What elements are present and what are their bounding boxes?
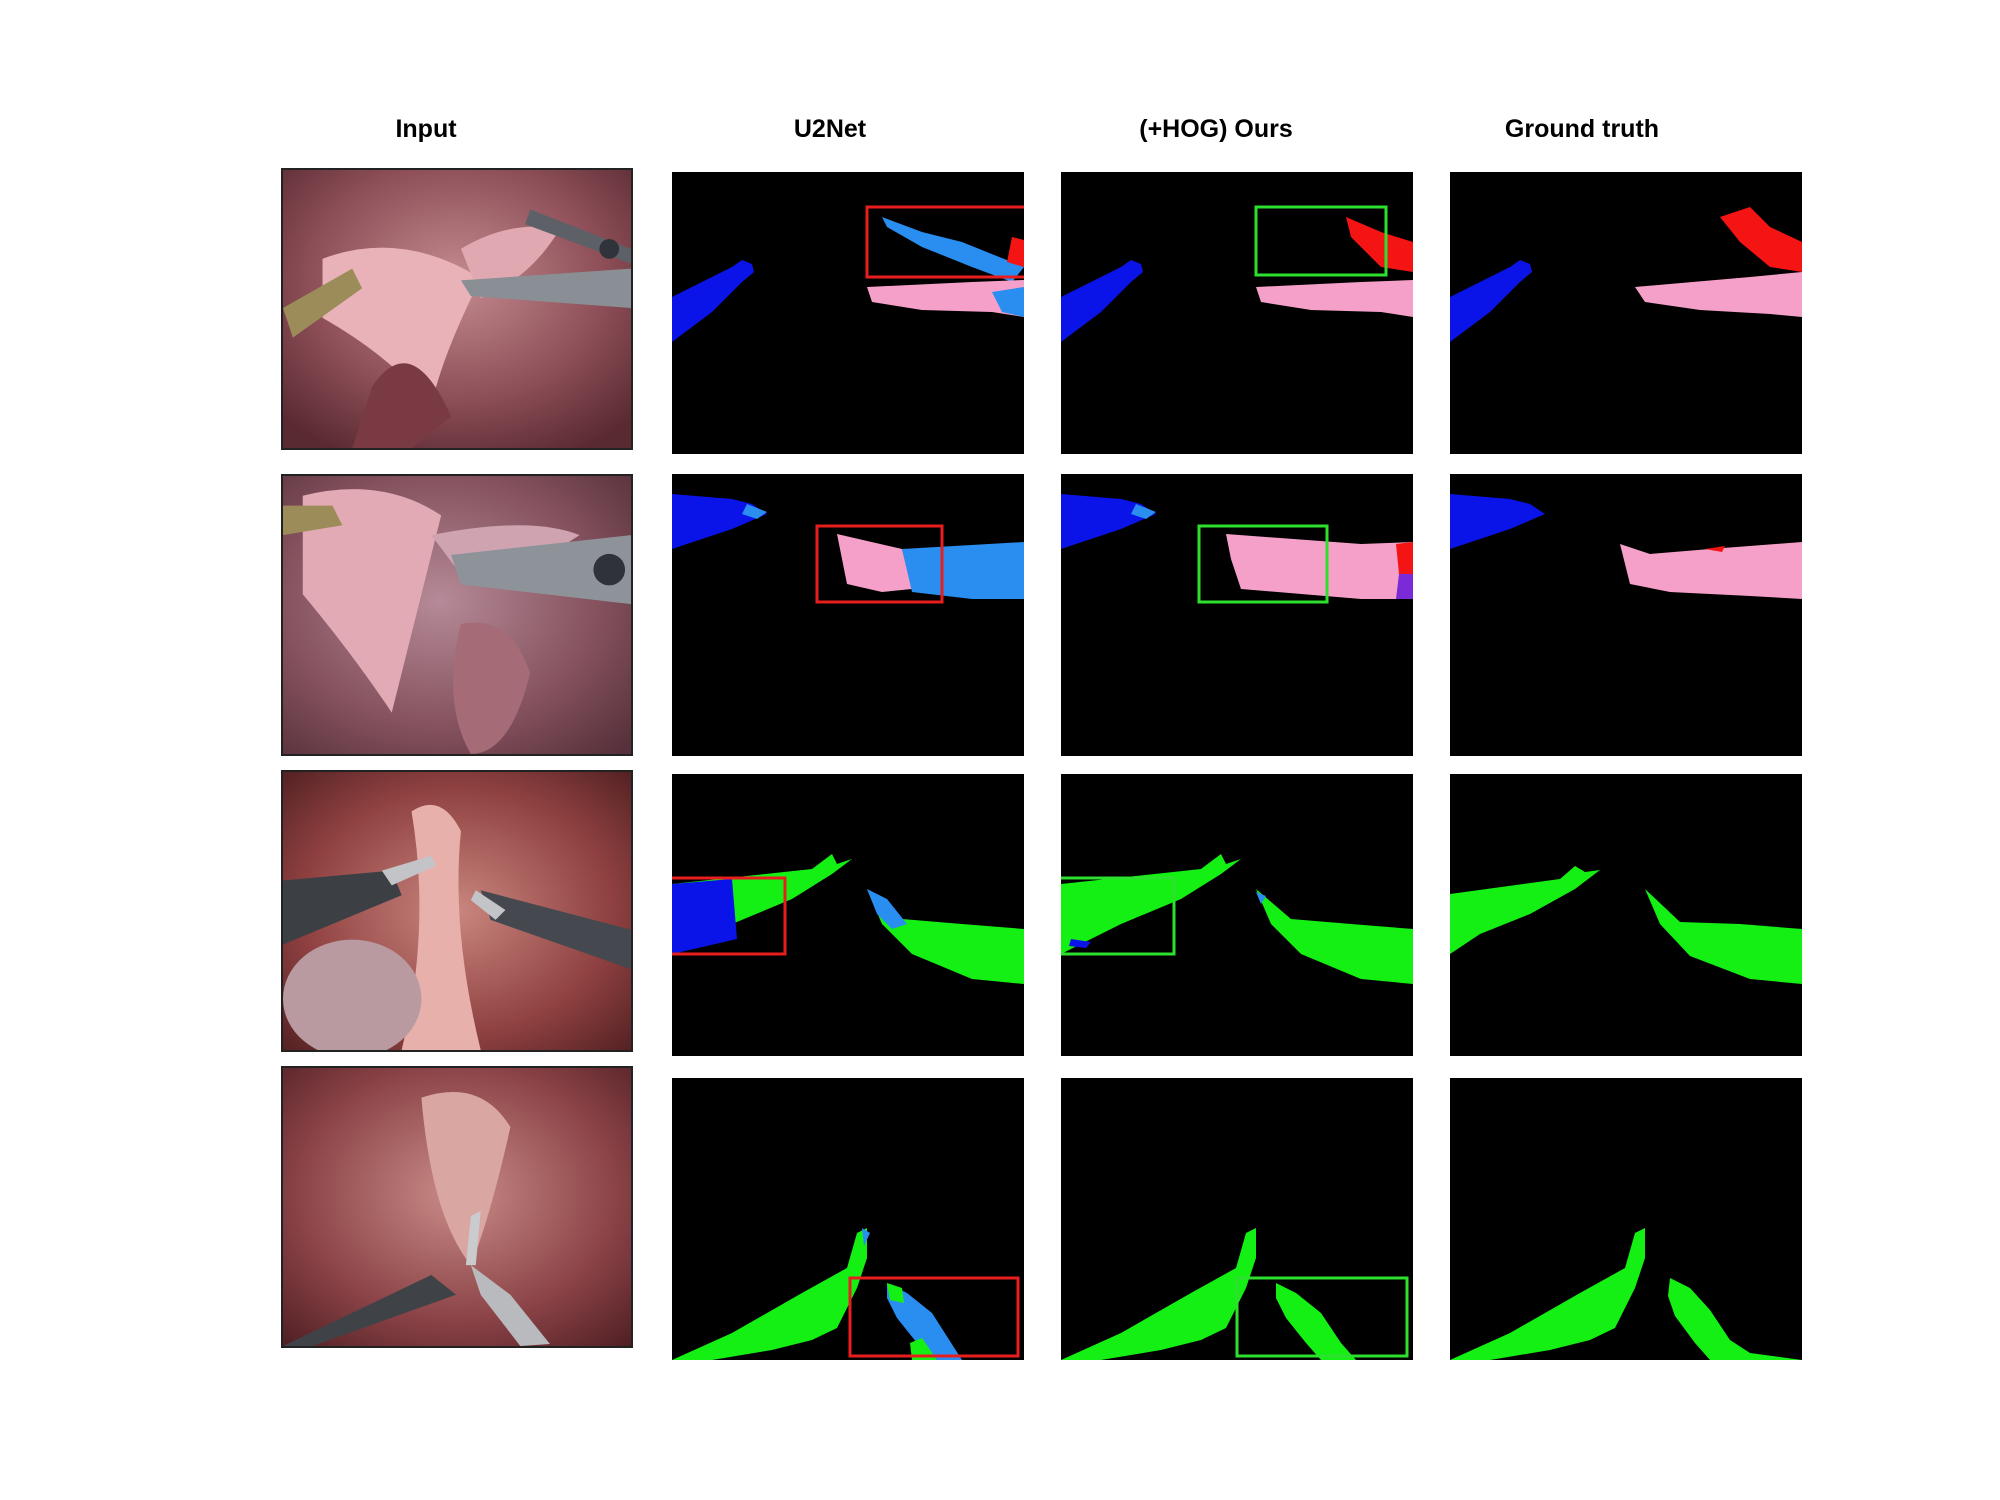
column-header-ground-truth: Ground truth (1504, 115, 1660, 143)
instrument-mask (1668, 1278, 1802, 1360)
ground-truth-mask-row-1 (1450, 172, 1802, 454)
ours-mask-row-4 (1061, 1078, 1413, 1360)
u2net-mask-row-1 (672, 172, 1024, 454)
instrument-mask (1256, 280, 1413, 317)
instrument-mask (1061, 854, 1241, 954)
ours-mask-row-1 (1061, 172, 1413, 454)
instrument-mask (672, 879, 737, 954)
instrument-mask (672, 1228, 867, 1360)
instrument-mask (867, 889, 907, 929)
instrument-mask (882, 217, 1024, 282)
ground-truth-mask-row-3 (1450, 774, 1802, 1056)
instrument-mask (1007, 237, 1024, 267)
ground-truth-mask-row-2 (1450, 474, 1802, 756)
instrument-mask (1450, 494, 1545, 549)
instrument-mask (862, 1228, 870, 1246)
instrument-mask (837, 534, 912, 592)
instrument-mask (867, 889, 1024, 984)
error-highlight-box (672, 876, 787, 956)
column-header-input: Input (395, 115, 457, 143)
instrument-mask (1226, 534, 1413, 599)
column-header-ours: (+HOG) Ours (1139, 115, 1293, 143)
instrument-mask (902, 542, 1024, 599)
instrument-mask (887, 1283, 904, 1303)
instrument-mask (672, 494, 767, 549)
instrument-mask (1645, 889, 1802, 984)
instrument-mask (1061, 1228, 1256, 1360)
ground-truth-mask-row-4 (1450, 1078, 1802, 1360)
ours-mask-row-2 (1061, 474, 1413, 756)
u2net-mask-row-3 (672, 774, 1024, 1056)
error-highlight-box (815, 524, 944, 604)
instrument-mask (1131, 504, 1156, 519)
instrument-mask (1720, 207, 1802, 272)
instrument-mask (1069, 939, 1091, 948)
column-header-u2net: U2Net (793, 115, 867, 143)
instrument-mask (1396, 574, 1413, 599)
instrument-mask (742, 504, 767, 519)
instrument-mask (1061, 494, 1156, 549)
instrument-mask (1346, 217, 1413, 272)
u2net-mask-row-4 (672, 1078, 1024, 1360)
error-highlight-box (865, 205, 1024, 279)
instrument-mask (1635, 272, 1802, 317)
instrument-mask (1276, 1283, 1356, 1360)
instrument-mask (1620, 542, 1802, 599)
instrument-mask (887, 1283, 962, 1360)
instrument-mask (1396, 542, 1413, 579)
instrument-mask (1450, 866, 1600, 954)
input-image-row-4 (281, 1066, 633, 1348)
correct-highlight-box (1061, 876, 1176, 956)
correct-highlight-box (1235, 1276, 1409, 1358)
instrument-mask (1450, 1228, 1645, 1360)
input-image-row-3 (281, 770, 633, 1052)
instrument-mask (1256, 892, 1266, 904)
instrument-mask (1705, 546, 1725, 552)
instrument-mask (1450, 260, 1532, 342)
instrument-mask (1256, 889, 1413, 984)
correct-highlight-box (1197, 524, 1329, 604)
instrument-mask (867, 280, 1024, 317)
instrument-mask (992, 287, 1024, 317)
ours-mask-row-3 (1061, 774, 1413, 1056)
u2net-mask-row-2 (672, 474, 1024, 756)
instrument-mask (1061, 260, 1143, 342)
correct-highlight-box (1254, 205, 1388, 277)
input-image-row-2 (281, 474, 633, 756)
input-image-row-1 (281, 168, 633, 450)
instrument-mask (672, 260, 754, 342)
error-highlight-box (848, 1276, 1020, 1358)
